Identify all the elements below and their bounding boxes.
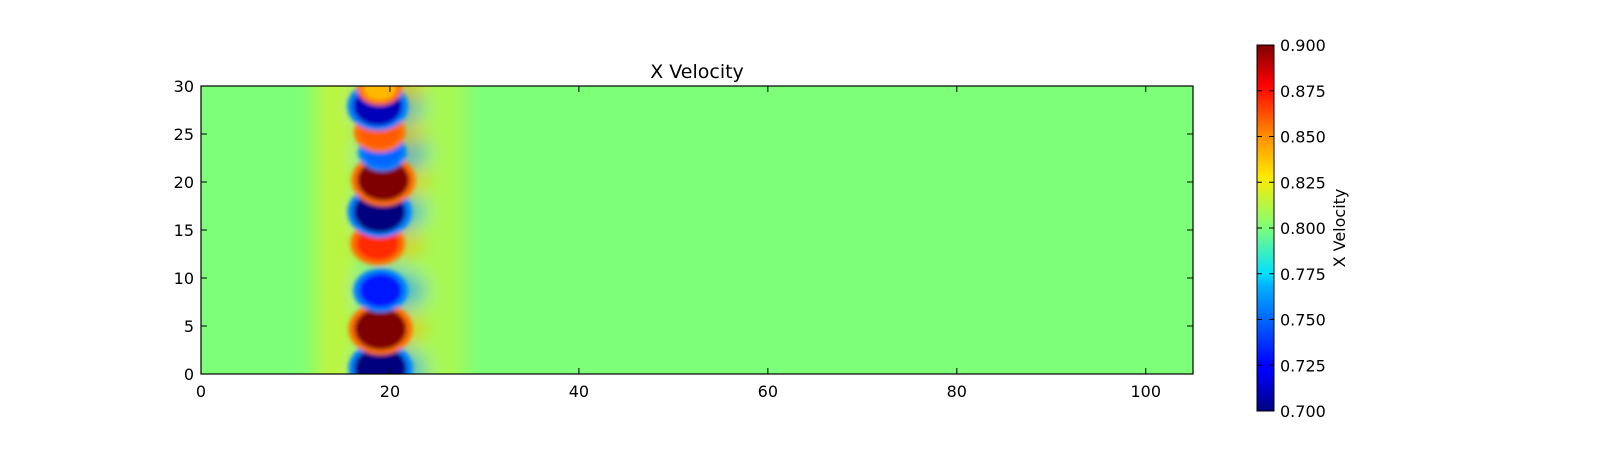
colorbar-tick: 0.850 bbox=[1257, 128, 1326, 147]
x-tick-label: 100 bbox=[1130, 382, 1161, 401]
colorbar-tick-label: 0.750 bbox=[1280, 311, 1326, 330]
y-tick: 25 bbox=[174, 125, 1193, 144]
y-tick-label: 0 bbox=[184, 365, 194, 384]
x-tick: 80 bbox=[947, 86, 967, 401]
colorbar-tick: 0.900 bbox=[1257, 36, 1326, 55]
x-tick-label: 20 bbox=[380, 382, 400, 401]
colorbar-tick: 0.700 bbox=[1257, 402, 1326, 421]
x-tick-label: 0 bbox=[196, 382, 206, 401]
velocity-feature bbox=[351, 154, 416, 207]
colorbar-tick-label: 0.775 bbox=[1280, 265, 1326, 284]
colorbar-tick-label: 0.725 bbox=[1280, 356, 1326, 375]
x-tick-label: 60 bbox=[758, 382, 778, 401]
colorbar-tick: 0.725 bbox=[1257, 356, 1326, 375]
colorbar-label: X Velocity bbox=[1330, 189, 1349, 268]
velocity-feature bbox=[357, 86, 402, 106]
colorbar-tick: 0.800 bbox=[1257, 219, 1326, 238]
x-tick: 40 bbox=[569, 86, 589, 401]
x-tick-label: 40 bbox=[569, 382, 589, 401]
x-tick-label: 80 bbox=[947, 382, 967, 401]
y-tick: 20 bbox=[174, 173, 1193, 192]
x-tick: 100 bbox=[1130, 86, 1161, 401]
y-tick: 5 bbox=[184, 317, 1193, 336]
x-axis: 0 20 40 60 80 100 bbox=[196, 86, 1161, 401]
colorbar-tick-label: 0.825 bbox=[1280, 173, 1326, 192]
y-axis: 0 5 10 15 20 25 30 bbox=[174, 77, 1193, 384]
colorbar-tick: 0.750 bbox=[1257, 311, 1326, 330]
y-tick-label: 10 bbox=[174, 269, 194, 288]
x-tick: 20 bbox=[380, 86, 400, 401]
colorbar-tick-label: 0.900 bbox=[1280, 36, 1326, 55]
colorbar-tick: 0.775 bbox=[1257, 265, 1326, 284]
y-tick: 10 bbox=[174, 269, 1193, 288]
colorbar: 0.700 0.725 0.750 0.775 0.800 0.825 0.850 0.875… bbox=[1256, 36, 1349, 421]
y-tick-label: 25 bbox=[174, 125, 194, 144]
y-tick-label: 5 bbox=[184, 317, 194, 336]
y-tick: 30 bbox=[174, 77, 1193, 96]
y-tick-label: 15 bbox=[174, 221, 194, 240]
chart-title: X Velocity bbox=[650, 61, 744, 83]
x-tick: 0 bbox=[196, 86, 206, 401]
colorbar-ticks: 0.700 0.725 0.750 0.775 0.800 0.825 0.850 0.875… bbox=[1257, 36, 1326, 421]
colorbar-tick-label: 0.700 bbox=[1280, 402, 1326, 421]
colorbar-tick-label: 0.850 bbox=[1280, 128, 1326, 147]
velocity-feature bbox=[353, 268, 408, 313]
y-tick: 0 bbox=[184, 365, 1193, 384]
plot-area bbox=[200, 85, 1194, 375]
colorbar-tick-label: 0.800 bbox=[1280, 219, 1326, 238]
y-tick-label: 30 bbox=[174, 77, 194, 96]
colorbar-tick: 0.825 bbox=[1257, 173, 1326, 192]
y-tick-label: 20 bbox=[174, 173, 194, 192]
y-tick: 15 bbox=[174, 221, 1193, 240]
x-tick: 60 bbox=[758, 86, 778, 401]
colorbar-tick: 0.875 bbox=[1257, 82, 1326, 101]
colorbar-tick-label: 0.875 bbox=[1280, 82, 1326, 101]
velocity-feature bbox=[348, 302, 413, 355]
